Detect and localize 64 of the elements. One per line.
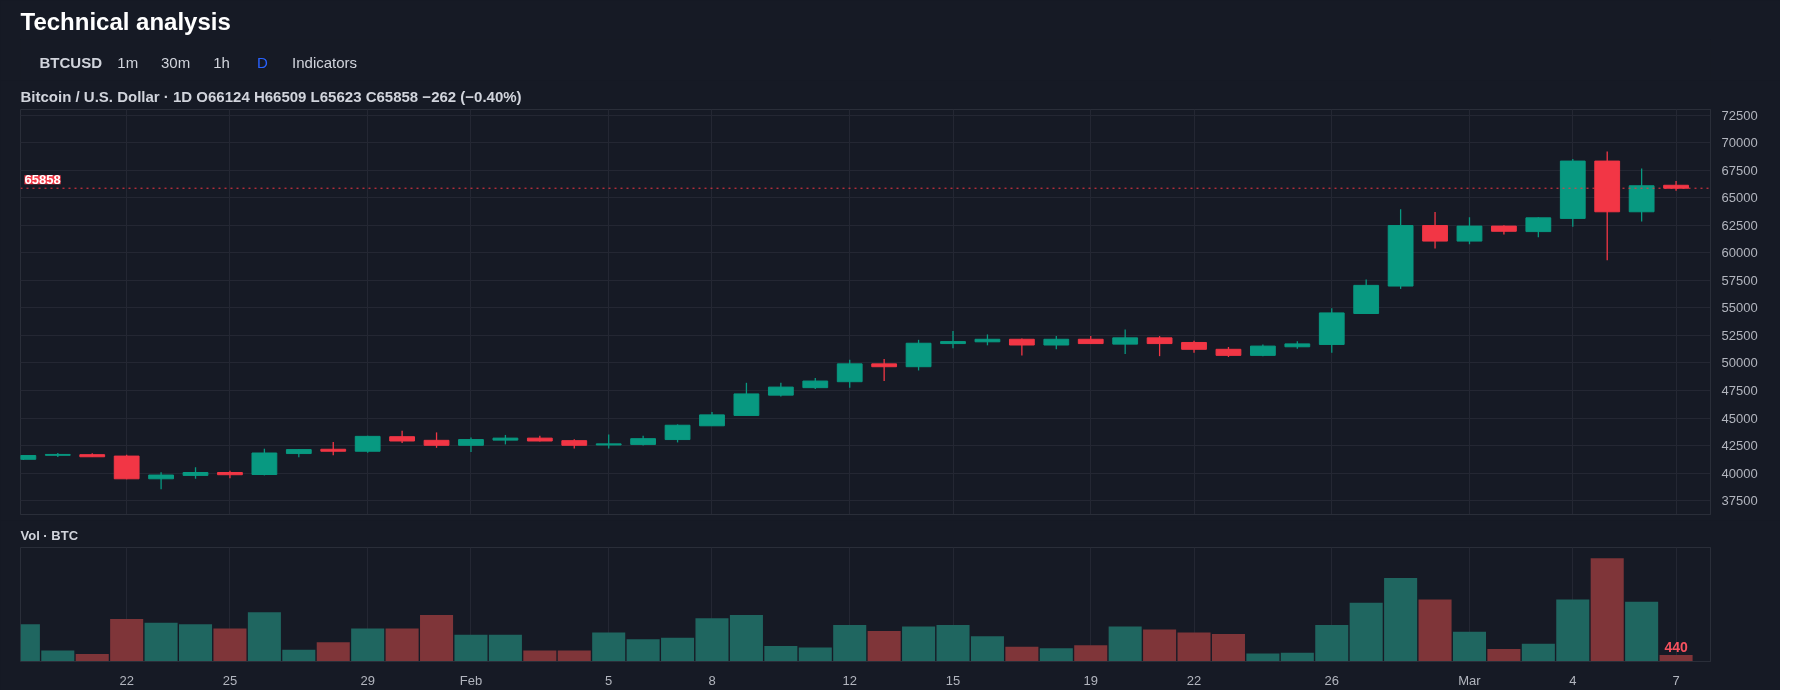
bar — [1590, 558, 1624, 662]
x-tick-label: 22 — [1186, 672, 1202, 688]
y-tick-label: 37500 — [1721, 493, 1758, 509]
y-tick-label: 42500 — [1721, 438, 1758, 454]
candlestick — [940, 330, 966, 349]
bar — [523, 650, 557, 662]
y-tick-label: 62500 — [1721, 217, 1758, 233]
x-tick-label: Feb — [459, 672, 483, 688]
x-tick-label: Mar — [1458, 672, 1482, 688]
bar — [1625, 601, 1659, 662]
y-tick-label: 52500 — [1721, 327, 1758, 343]
x-tick-label: 5 — [605, 672, 613, 688]
bar — [1108, 626, 1142, 662]
y-tick-label: 50000 — [1721, 355, 1758, 371]
y-tick-label: 40000 — [1721, 465, 1758, 481]
y-tick-label: 67500 — [1721, 162, 1758, 178]
y-tick-label: 60000 — [1721, 245, 1758, 261]
bar — [1039, 648, 1073, 662]
chart-title: Technical analysis — [20, 7, 231, 35]
x-tick-label: 22 — [119, 672, 134, 688]
bar — [592, 632, 626, 662]
text: 1m — [117, 53, 139, 71]
bar — [1246, 653, 1280, 662]
candlestick — [148, 471, 174, 491]
x-tick-label: 19 — [1083, 672, 1098, 688]
bar — [1005, 646, 1039, 662]
x-tick-label: 8 — [708, 672, 716, 688]
bar — [351, 628, 385, 662]
x-tick-label: 7 — [1672, 672, 1680, 688]
x-tick-label: 12 — [842, 672, 857, 688]
data-label: 440 — [1664, 638, 1688, 655]
x-tick-label: 29 — [360, 672, 375, 688]
text: 30m — [161, 53, 191, 71]
bar — [1487, 648, 1521, 662]
y-tick-label: 47500 — [1721, 383, 1758, 399]
x-tick-label: 25 — [222, 672, 238, 688]
y-tick-label: 55000 — [1721, 300, 1758, 316]
bar — [316, 642, 350, 662]
text: D — [256, 53, 268, 71]
bar — [1418, 599, 1452, 662]
x-tick-label: 4 — [1569, 672, 1577, 688]
bar — [213, 628, 247, 662]
y-tick-label: 72500 — [1721, 107, 1758, 123]
y-tick-label: 70000 — [1721, 135, 1758, 151]
x-tick-label: 26 — [1324, 672, 1339, 688]
chart-title: Vol · BTC — [20, 527, 79, 543]
y-tick-label: 57500 — [1721, 272, 1758, 288]
bar — [1452, 631, 1487, 662]
chart-subtitle: Bitcoin / U.S. Dollar · 1D O66124 H66509 L65623 C65858 −262 (−0.40%) — [20, 87, 522, 105]
candlestick — [1008, 337, 1035, 357]
bar — [1074, 645, 1108, 662]
text: BTCUSD — [39, 53, 103, 71]
ref-line-label: 65858 — [24, 172, 61, 188]
bar — [867, 631, 901, 662]
y-tick-label: 45000 — [1721, 410, 1758, 426]
bar — [1143, 629, 1177, 662]
candlestick — [871, 358, 898, 382]
bar — [1659, 654, 1693, 662]
text: 1h — [213, 53, 230, 71]
candlestick — [1112, 328, 1139, 355]
x-tick-label: 15 — [945, 672, 961, 688]
bar — [557, 650, 591, 662]
text: Indicators — [292, 53, 358, 71]
y-tick-label: 65000 — [1721, 190, 1758, 206]
